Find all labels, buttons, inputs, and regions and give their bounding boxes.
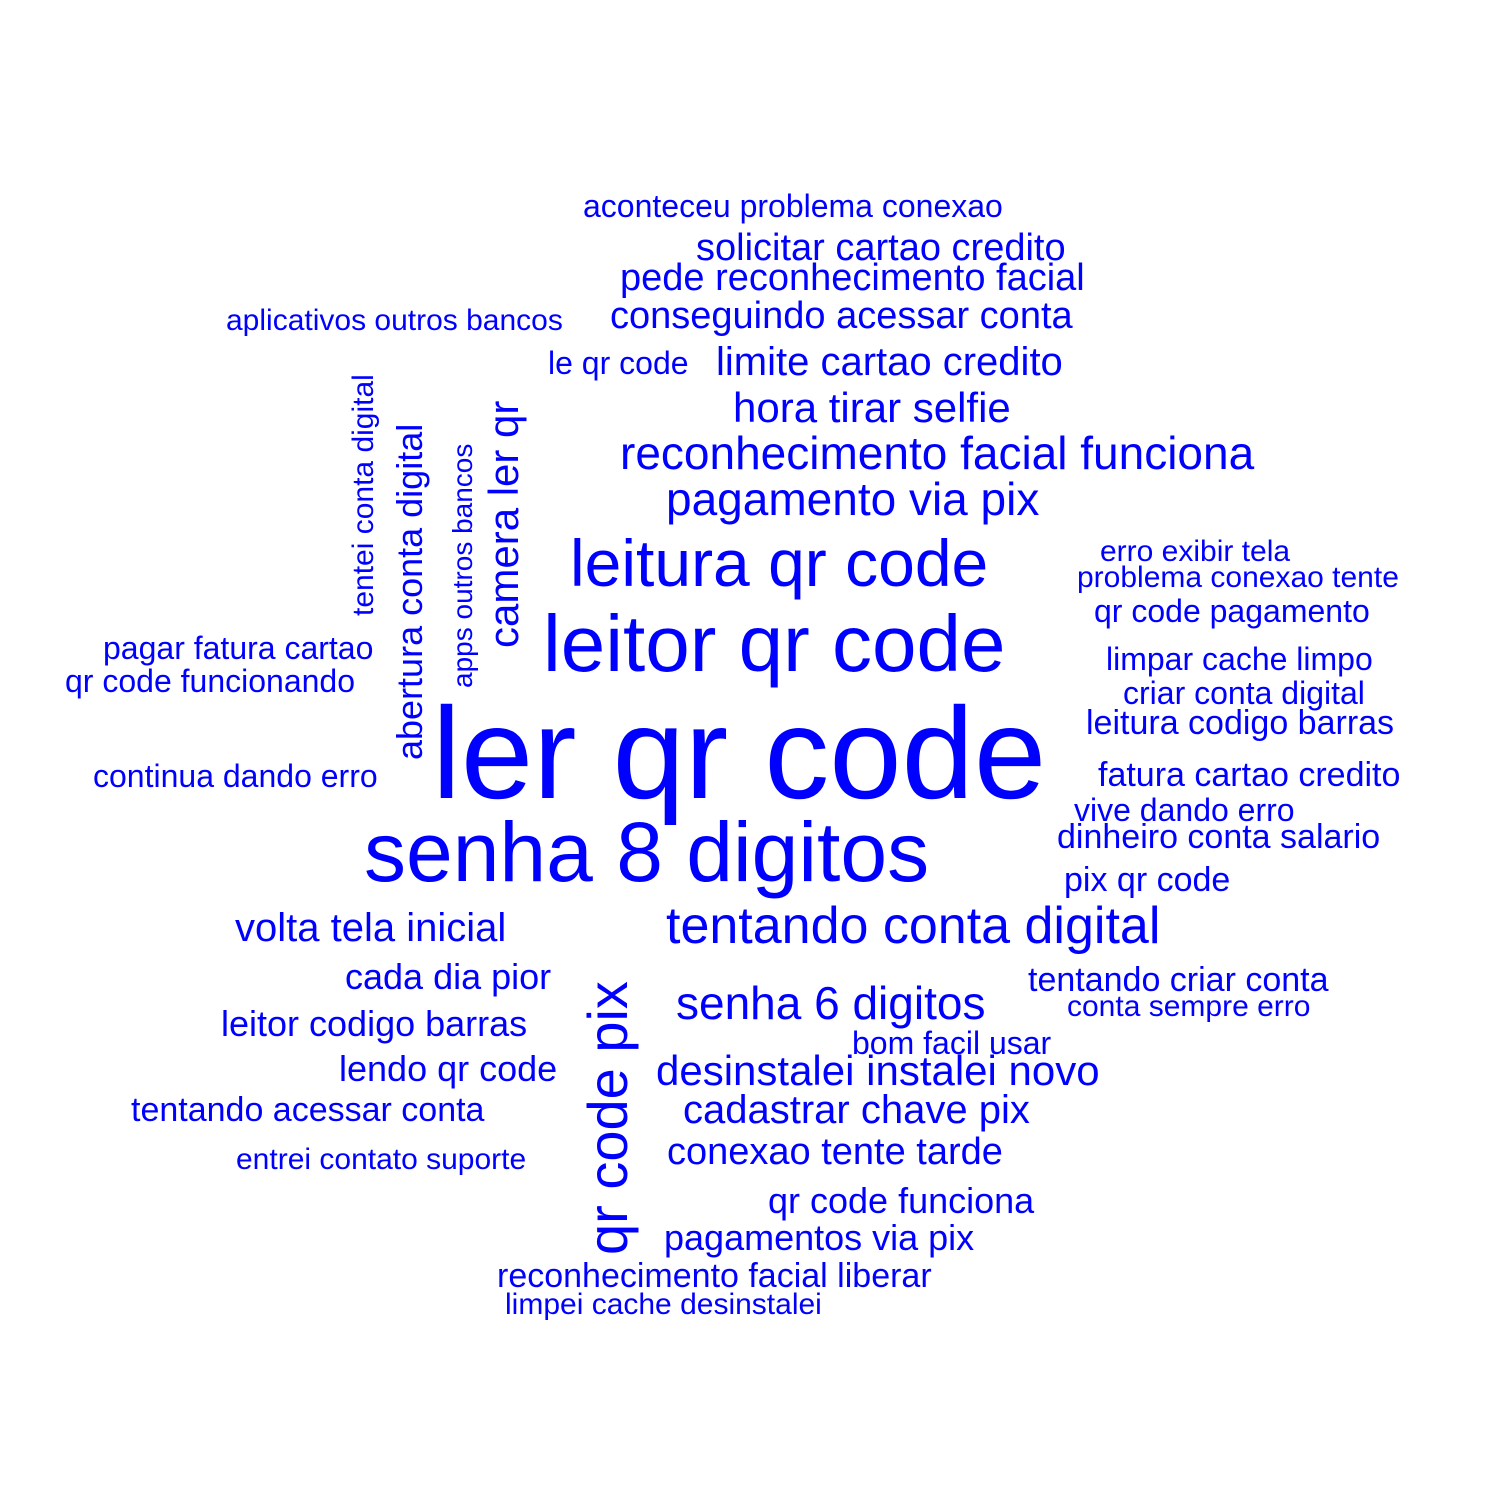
cloud-word: tentei conta digital bbox=[347, 374, 380, 616]
cloud-word: aconteceu problema conexao bbox=[583, 188, 1003, 224]
cloud-word: conseguindo acessar conta bbox=[610, 295, 1073, 337]
cloud-word: tentando acessar conta bbox=[131, 1091, 485, 1129]
cloud-word: leitura qr code bbox=[570, 526, 989, 600]
cloud-word: qr code funcionando bbox=[65, 663, 355, 699]
cloud-word: limpei cache desinstalei bbox=[505, 1288, 822, 1321]
cloud-word: aplicativos outros bancos bbox=[226, 304, 563, 337]
cloud-word: dinheiro conta salario bbox=[1057, 818, 1381, 856]
cloud-word: pagamento via pix bbox=[666, 473, 1040, 525]
cloud-word: criar conta digital bbox=[1123, 675, 1365, 711]
cloud-word: volta tela inicial bbox=[235, 906, 507, 950]
cloud-word: cadastrar chave pix bbox=[683, 1088, 1030, 1132]
cloud-word: abertura conta digital bbox=[389, 423, 430, 760]
cloud-word: problema conexao tente bbox=[1077, 561, 1399, 594]
cloud-word: ler qr code bbox=[432, 680, 1047, 826]
cloud-word: entrei contato suporte bbox=[236, 1143, 527, 1176]
cloud-word: desinstalei instalei novo bbox=[656, 1047, 1100, 1094]
cloud-word: leitor codigo barras bbox=[221, 1003, 528, 1044]
cloud-word: lendo qr code bbox=[339, 1048, 558, 1089]
cloud-word: camera ler qr bbox=[480, 400, 527, 648]
cloud-word: vive dando erro bbox=[1074, 792, 1295, 828]
cloud-word: tentando criar conta bbox=[1028, 961, 1329, 999]
cloud-word: qr code funciona bbox=[768, 1180, 1035, 1221]
cloud-word: hora tirar selfie bbox=[733, 384, 1011, 431]
cloud-word: tentando conta digital bbox=[666, 897, 1161, 955]
cloud-word: cada dia pior bbox=[345, 956, 552, 997]
cloud-word: conta sempre erro bbox=[1067, 990, 1311, 1023]
cloud-word: limpar cache limpo bbox=[1106, 641, 1373, 677]
cloud-word: senha 6 digitos bbox=[676, 977, 986, 1029]
cloud-word: pix qr code bbox=[1064, 861, 1231, 899]
cloud-word: limite cartao credito bbox=[716, 340, 1063, 384]
cloud-word: erro exibir tela bbox=[1100, 535, 1291, 568]
cloud-word: fatura cartao credito bbox=[1098, 756, 1401, 794]
cloud-word: qr code pagamento bbox=[1094, 593, 1370, 629]
cloud-word: qr code pix bbox=[576, 981, 639, 1255]
cloud-word: reconhecimento facial liberar bbox=[497, 1257, 932, 1295]
cloud-word: pede reconhecimento facial bbox=[620, 257, 1085, 299]
cloud-word: leitor qr code bbox=[543, 599, 1006, 688]
cloud-word: solicitar cartao credito bbox=[696, 227, 1066, 269]
cloud-word: bom facil usar bbox=[852, 1025, 1052, 1061]
cloud-word: conexao tente tarde bbox=[667, 1131, 1003, 1173]
cloud-word: reconhecimento facial funciona bbox=[620, 427, 1255, 479]
cloud-word: continua dando erro bbox=[93, 758, 378, 794]
cloud-word: senha 8 digitos bbox=[364, 805, 930, 899]
cloud-word: leitura codigo barras bbox=[1086, 704, 1395, 742]
cloud-word: pagar fatura cartao bbox=[103, 630, 374, 666]
cloud-word: le qr code bbox=[548, 345, 689, 381]
cloud-word: pagamentos via pix bbox=[664, 1217, 975, 1258]
cloud-word: apps outros bancos bbox=[447, 443, 478, 688]
